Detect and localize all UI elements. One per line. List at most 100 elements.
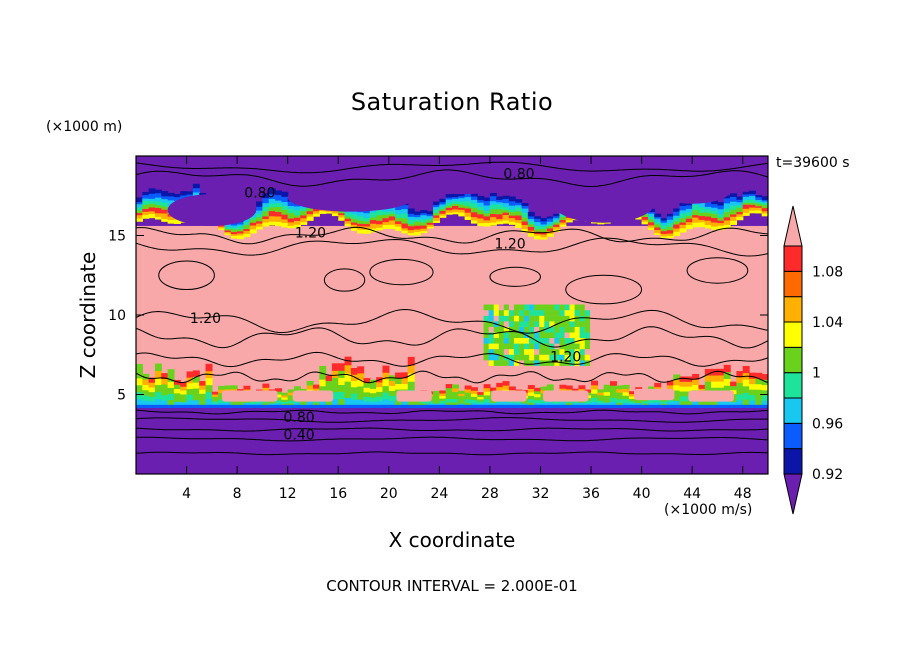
upper-cloud-edge-cell	[262, 206, 270, 212]
upper-cloud-edge-cell	[142, 198, 150, 201]
upper-cloud-edge-cell	[736, 199, 744, 203]
upper-cloud-edge-cell	[230, 235, 238, 239]
contour-loop	[323, 268, 366, 292]
convective-cell	[539, 354, 545, 361]
dry-pocket	[688, 390, 734, 402]
convective-cell	[559, 315, 565, 322]
lower-cloud-cell	[199, 381, 207, 386]
lower-cloud-cell	[350, 374, 358, 382]
lower-cloud-cell	[382, 385, 390, 393]
lower-cloud-cell	[622, 388, 630, 393]
upper-cloud-edge-cell	[148, 198, 156, 202]
lower-cloud-cell	[376, 386, 384, 392]
upper-cloud-edge-cell	[161, 198, 169, 203]
lower-cloud-cell	[464, 398, 472, 403]
x-axis-ticks: 4 8 12 16 20 24 28 32 36 40 44 48	[182, 156, 752, 502]
lower-cloud-cell	[192, 393, 200, 401]
convective-cell	[564, 343, 570, 350]
upper-cloud-edge-cell	[553, 226, 561, 230]
convective-cell	[569, 349, 575, 355]
lower-cloud-cell	[319, 372, 327, 380]
lower-cloud-cell	[161, 378, 169, 385]
upper-cloud-edge-cell	[666, 215, 674, 220]
lower-cloud-cell	[199, 389, 207, 394]
upper-cloud-edge-cell	[483, 200, 491, 206]
lower-cloud-cell	[275, 396, 282, 401]
convective-cell	[544, 315, 550, 322]
dry-pocket	[396, 390, 432, 402]
upper-cloud-edge-cell	[407, 208, 415, 214]
lower-cloud-cell	[306, 380, 314, 386]
lower-cloud-cell	[540, 386, 548, 391]
lower-cloud-cell	[192, 376, 200, 383]
lower-cloud-cell	[679, 395, 687, 402]
convective-cell	[579, 310, 585, 316]
upper-cloud-edge-cell	[331, 210, 339, 214]
lower-cloud-cell	[515, 402, 523, 407]
lower-cloud-cell	[616, 388, 624, 393]
upper-cloud-edge-cell	[420, 228, 428, 232]
lower-cloud-cell	[698, 388, 706, 393]
upper-cloud-edge-cell	[717, 202, 725, 206]
convective-cell	[488, 310, 494, 316]
lower-cloud-cell	[142, 379, 150, 385]
upper-cloud-edge-cell	[344, 212, 352, 217]
upper-cloud-edge-cell	[470, 207, 478, 213]
upper-cloud-edge-cell	[268, 188, 276, 195]
lower-cloud-cell	[717, 381, 725, 388]
convective-cell	[529, 337, 535, 344]
upper-cloud-edge-cell	[673, 224, 681, 229]
upper-cloud-edge-cell	[730, 193, 738, 197]
upper-cloud-edge-cell	[736, 207, 744, 213]
upper-cloud-edge-cell	[489, 204, 497, 210]
upper-cloud-edge-cell	[407, 219, 415, 224]
upper-cloud-edge-cell	[711, 226, 719, 230]
upper-cloud-edge-cell	[218, 226, 226, 229]
convective-cell	[529, 343, 535, 350]
upper-cloud-edge-cell	[736, 204, 744, 208]
convective-cell	[564, 354, 570, 361]
lower-cloud-cell	[344, 397, 352, 407]
upper-cloud-edge-cell	[452, 203, 459, 206]
upper-cloud-edge-cell	[679, 202, 687, 207]
upper-cloud-edge-cell	[647, 218, 655, 223]
lower-cloud-cell	[338, 377, 346, 385]
upper-cloud-edge-cell	[452, 205, 459, 210]
upper-cloud-edge-cell	[357, 211, 365, 217]
colorbar-legend: 0.92 0.96 1 1.04 1.08	[783, 205, 843, 515]
lower-cloud-cell	[540, 399, 548, 403]
lower-cloud-cell	[445, 387, 453, 392]
upper-cloud-edge-cell	[654, 213, 662, 217]
upper-cloud-edge-cell	[641, 213, 649, 217]
upper-cloud-edge-cell	[407, 213, 415, 217]
upper-cloud-edge-cell	[730, 213, 738, 217]
lower-cloud-cell	[546, 402, 554, 407]
convective-cell	[513, 321, 520, 327]
upper-cloud-edge-cell	[445, 202, 453, 206]
upper-cloud-edge-cell	[749, 190, 756, 195]
upper-cloud-edge-cell	[508, 200, 516, 206]
upper-cloud-edge-cell	[452, 196, 459, 199]
convective-cell	[493, 332, 500, 339]
lower-cloud-cell	[211, 403, 219, 407]
convective-cell	[569, 304, 575, 311]
upper-cloud-edge-cell	[540, 223, 548, 227]
lower-cloud-cell	[723, 385, 731, 393]
upper-cloud-edge-cell	[148, 213, 156, 219]
upper-cloud-edge-cell	[660, 220, 668, 223]
upper-cloud-edge-cell	[439, 208, 447, 211]
upper-cloud-edge-cell	[546, 225, 554, 229]
lower-cloud-cell	[755, 383, 763, 390]
upper-cloud-edge-cell	[742, 191, 750, 195]
convective-cell	[564, 326, 570, 333]
lower-cloud-cell	[578, 402, 586, 407]
lower-cloud-cell	[679, 391, 687, 397]
upper-cloud-edge-cell	[761, 207, 768, 212]
convective-cell	[569, 343, 575, 350]
upper-cloud-edge-cell	[388, 210, 396, 214]
convective-cell	[529, 354, 535, 361]
upper-cloud-edge-cell	[433, 206, 440, 210]
lower-cloud-cell	[154, 370, 162, 379]
upper-cloud-edge-cell	[736, 196, 744, 200]
upper-cloud-edge-cell	[470, 196, 478, 200]
